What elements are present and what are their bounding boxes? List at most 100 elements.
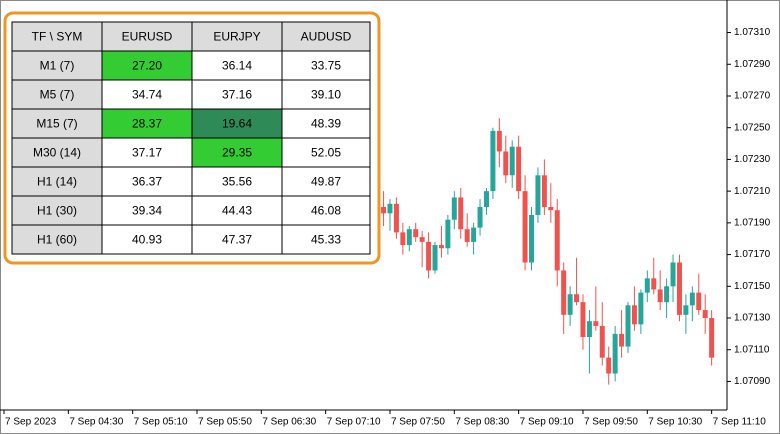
candle-body [702, 310, 708, 319]
cell-value: 35.56 [222, 175, 252, 189]
candle-body [612, 333, 618, 374]
header-text: EURJPY [213, 30, 260, 44]
candle-body [406, 229, 412, 246]
x-tick-label: 7 Sep 04:30 [69, 417, 123, 428]
candle-body [509, 146, 515, 176]
candle-body [458, 197, 464, 230]
y-tick-label: 1.07090 [734, 376, 771, 387]
row-label-cell [11, 137, 103, 168]
candle-body [522, 191, 528, 263]
candle-body [535, 175, 541, 215]
value-cell [101, 166, 193, 197]
candle-body [483, 191, 489, 207]
candle-body [644, 278, 650, 293]
candle-body [451, 197, 457, 220]
candle-body [477, 207, 483, 228]
value-cell [281, 79, 371, 110]
cell-value: 40.93 [132, 233, 162, 247]
cell-value: 37.17 [132, 146, 162, 160]
x-tick-label: 7 Sep 08:30 [455, 417, 509, 428]
candle-body [393, 203, 399, 233]
value-cell [101, 79, 193, 110]
candle-body [676, 262, 682, 315]
candle-body [445, 219, 451, 249]
candle-body [529, 214, 535, 263]
y-tick-label: 1.07210 [734, 186, 771, 197]
candle-body [580, 302, 586, 338]
x-tick-label: 7 Sep 07:10 [327, 417, 381, 428]
cell-value: 49.87 [311, 175, 341, 189]
candle-body [631, 305, 637, 325]
y-tick-label: 1.07110 [734, 344, 770, 355]
cell-value: 52.05 [311, 146, 341, 160]
cell-value: 44.43 [222, 204, 252, 218]
candle-body [586, 321, 592, 338]
value-cell [281, 50, 371, 81]
candle-body [664, 286, 670, 303]
x-tick-label: 7 Sep 05:50 [198, 417, 252, 428]
candle-body [574, 294, 580, 303]
candle-body [651, 278, 657, 290]
row-label: M30 (14) [33, 146, 81, 160]
header-cell [11, 21, 103, 52]
y-tick-label: 1.07190 [734, 218, 771, 229]
cell-value: 48.39 [311, 117, 341, 131]
candle-body [496, 130, 502, 152]
cell-value: 19.64 [222, 117, 252, 131]
candle-body [471, 227, 477, 242]
y-tick-label: 1.07230 [734, 154, 771, 165]
y-tick-label: 1.07130 [734, 313, 771, 324]
value-cell [101, 195, 193, 226]
cell-value: 46.08 [311, 204, 341, 218]
candle-body [516, 146, 522, 192]
row-label-cell [11, 79, 103, 110]
cell-value: 39.10 [311, 88, 341, 102]
cell-value: 33.75 [311, 59, 341, 73]
candle-body [657, 289, 663, 303]
candle-body [606, 357, 612, 374]
header-cell [281, 21, 371, 52]
cell-value: 45.33 [311, 233, 341, 247]
row-label: H1 (60) [37, 233, 77, 247]
candle-body [419, 237, 425, 242]
value-cell [281, 166, 371, 197]
header-text: AUDUSD [301, 30, 352, 44]
plot-area [381, 118, 715, 385]
y-tick-label: 1.07170 [734, 249, 771, 260]
x-tick-label: 7 Sep 09:10 [520, 417, 574, 428]
candle-body [625, 305, 631, 347]
candle-body [381, 207, 387, 214]
header-text: EURUSD [122, 30, 173, 44]
cell-value: 36.37 [132, 175, 162, 189]
x-tick-label: 7 Sep 10:30 [648, 417, 702, 428]
row-label-cell [11, 166, 103, 197]
cell-value: 28.37 [132, 117, 162, 131]
x-tick-label: 7 Sep 2023 [5, 417, 57, 428]
row-label: H1 (30) [37, 204, 77, 218]
indicator-table: TF \ SYM EURUSD EURJPY AUDUSD M1 (7) 27.20 36.… [3, 11, 381, 265]
row-label: M5 (7) [40, 88, 75, 102]
candle-body [689, 292, 695, 306]
candle-body [548, 207, 554, 211]
cell-value: 47.37 [222, 233, 252, 247]
candle-body [503, 151, 509, 176]
value-cell [281, 195, 371, 226]
y-tick-label: 1.07270 [734, 91, 771, 102]
cell-value: 36.14 [222, 59, 252, 73]
candle-body [413, 229, 419, 238]
candle-body [561, 270, 567, 315]
candle-body [490, 130, 496, 192]
candle-body [599, 325, 605, 358]
candle-body [593, 321, 599, 326]
row-label-cell [11, 108, 103, 139]
value-cell [101, 224, 193, 255]
candle-body [464, 229, 470, 242]
value-cell [191, 79, 283, 110]
y-tick-label: 1.07310 [734, 27, 771, 38]
candle-body [709, 318, 715, 358]
candle-body [432, 245, 438, 271]
row-label-cell [11, 195, 103, 226]
candle-body [683, 305, 689, 315]
x-tick-label: 7 Sep 06:30 [262, 417, 316, 428]
y-tick-label: 1.07150 [734, 281, 771, 292]
